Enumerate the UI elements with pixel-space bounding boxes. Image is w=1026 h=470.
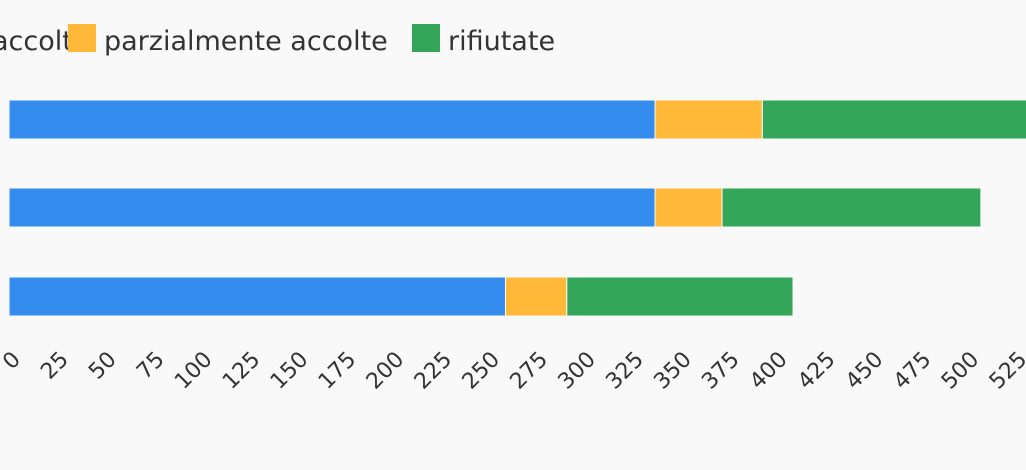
bar-rifiutate-row-2[interactable] — [721, 187, 982, 228]
x-tick-label-50: 50 — [84, 347, 121, 384]
x-tick-label-275: 275 — [506, 347, 553, 394]
x-tick-label-0: 0 — [0, 347, 26, 375]
x-tick-label-75: 75 — [132, 347, 169, 384]
x-tick-label-475: 475 — [889, 347, 936, 394]
bars-group — [8, 99, 1026, 317]
legend-label-parzialmente-accolte: parzialmente accolte — [104, 26, 388, 57]
legend-item-rifiutate[interactable]: rifiutate — [412, 24, 555, 57]
x-tick-label-325: 325 — [601, 347, 648, 394]
x-tick-label-500: 500 — [937, 347, 984, 394]
bar-parzialmente-accolte-row-3[interactable] — [504, 276, 568, 317]
legend-swatch-parzialmente-accolte — [68, 24, 96, 52]
x-tick-label-350: 350 — [649, 347, 696, 394]
x-tick-label-125: 125 — [218, 347, 265, 394]
bar-parzialmente-accolte-row-1[interactable] — [654, 99, 763, 140]
x-tick-label-100: 100 — [170, 347, 217, 394]
x-tick-label-225: 225 — [410, 347, 457, 394]
x-tick-label-450: 450 — [841, 347, 888, 394]
x-tick-label-175: 175 — [314, 347, 361, 394]
bar-rifiutate-row-1[interactable] — [761, 99, 1026, 140]
legend-item-parzialmente-accolte[interactable]: parzialmente accolte — [68, 24, 388, 57]
legend-label-rifiutate: rifiutate — [448, 26, 555, 57]
bar-parzialmente-accolte-row-2[interactable] — [654, 187, 723, 228]
legend-swatch-rifiutate — [412, 24, 440, 52]
x-tick-label-150: 150 — [266, 347, 313, 394]
x-tick-label-375: 375 — [697, 347, 744, 394]
bar-accolte-row-3[interactable] — [8, 276, 506, 317]
x-tick-label-300: 300 — [554, 347, 601, 394]
bar-rifiutate-row-3[interactable] — [566, 276, 794, 317]
bar-accolte-row-1[interactable] — [8, 99, 656, 140]
x-tick-label-200: 200 — [362, 347, 409, 394]
x-tick-label-250: 250 — [458, 347, 505, 394]
x-tick-label-525: 525 — [985, 347, 1026, 394]
x-tick-label-400: 400 — [745, 347, 792, 394]
x-axis-ticks: 0 25 50 75 100 125 150 175 200 225 250 275 300 325 350… — [0, 347, 1026, 394]
legend: accolte parzialmente accolte rifiutate — [0, 24, 555, 57]
bar-accolte-row-2[interactable] — [8, 187, 656, 228]
x-tick-label-25: 25 — [36, 347, 73, 384]
x-tick-label-425: 425 — [793, 347, 840, 394]
